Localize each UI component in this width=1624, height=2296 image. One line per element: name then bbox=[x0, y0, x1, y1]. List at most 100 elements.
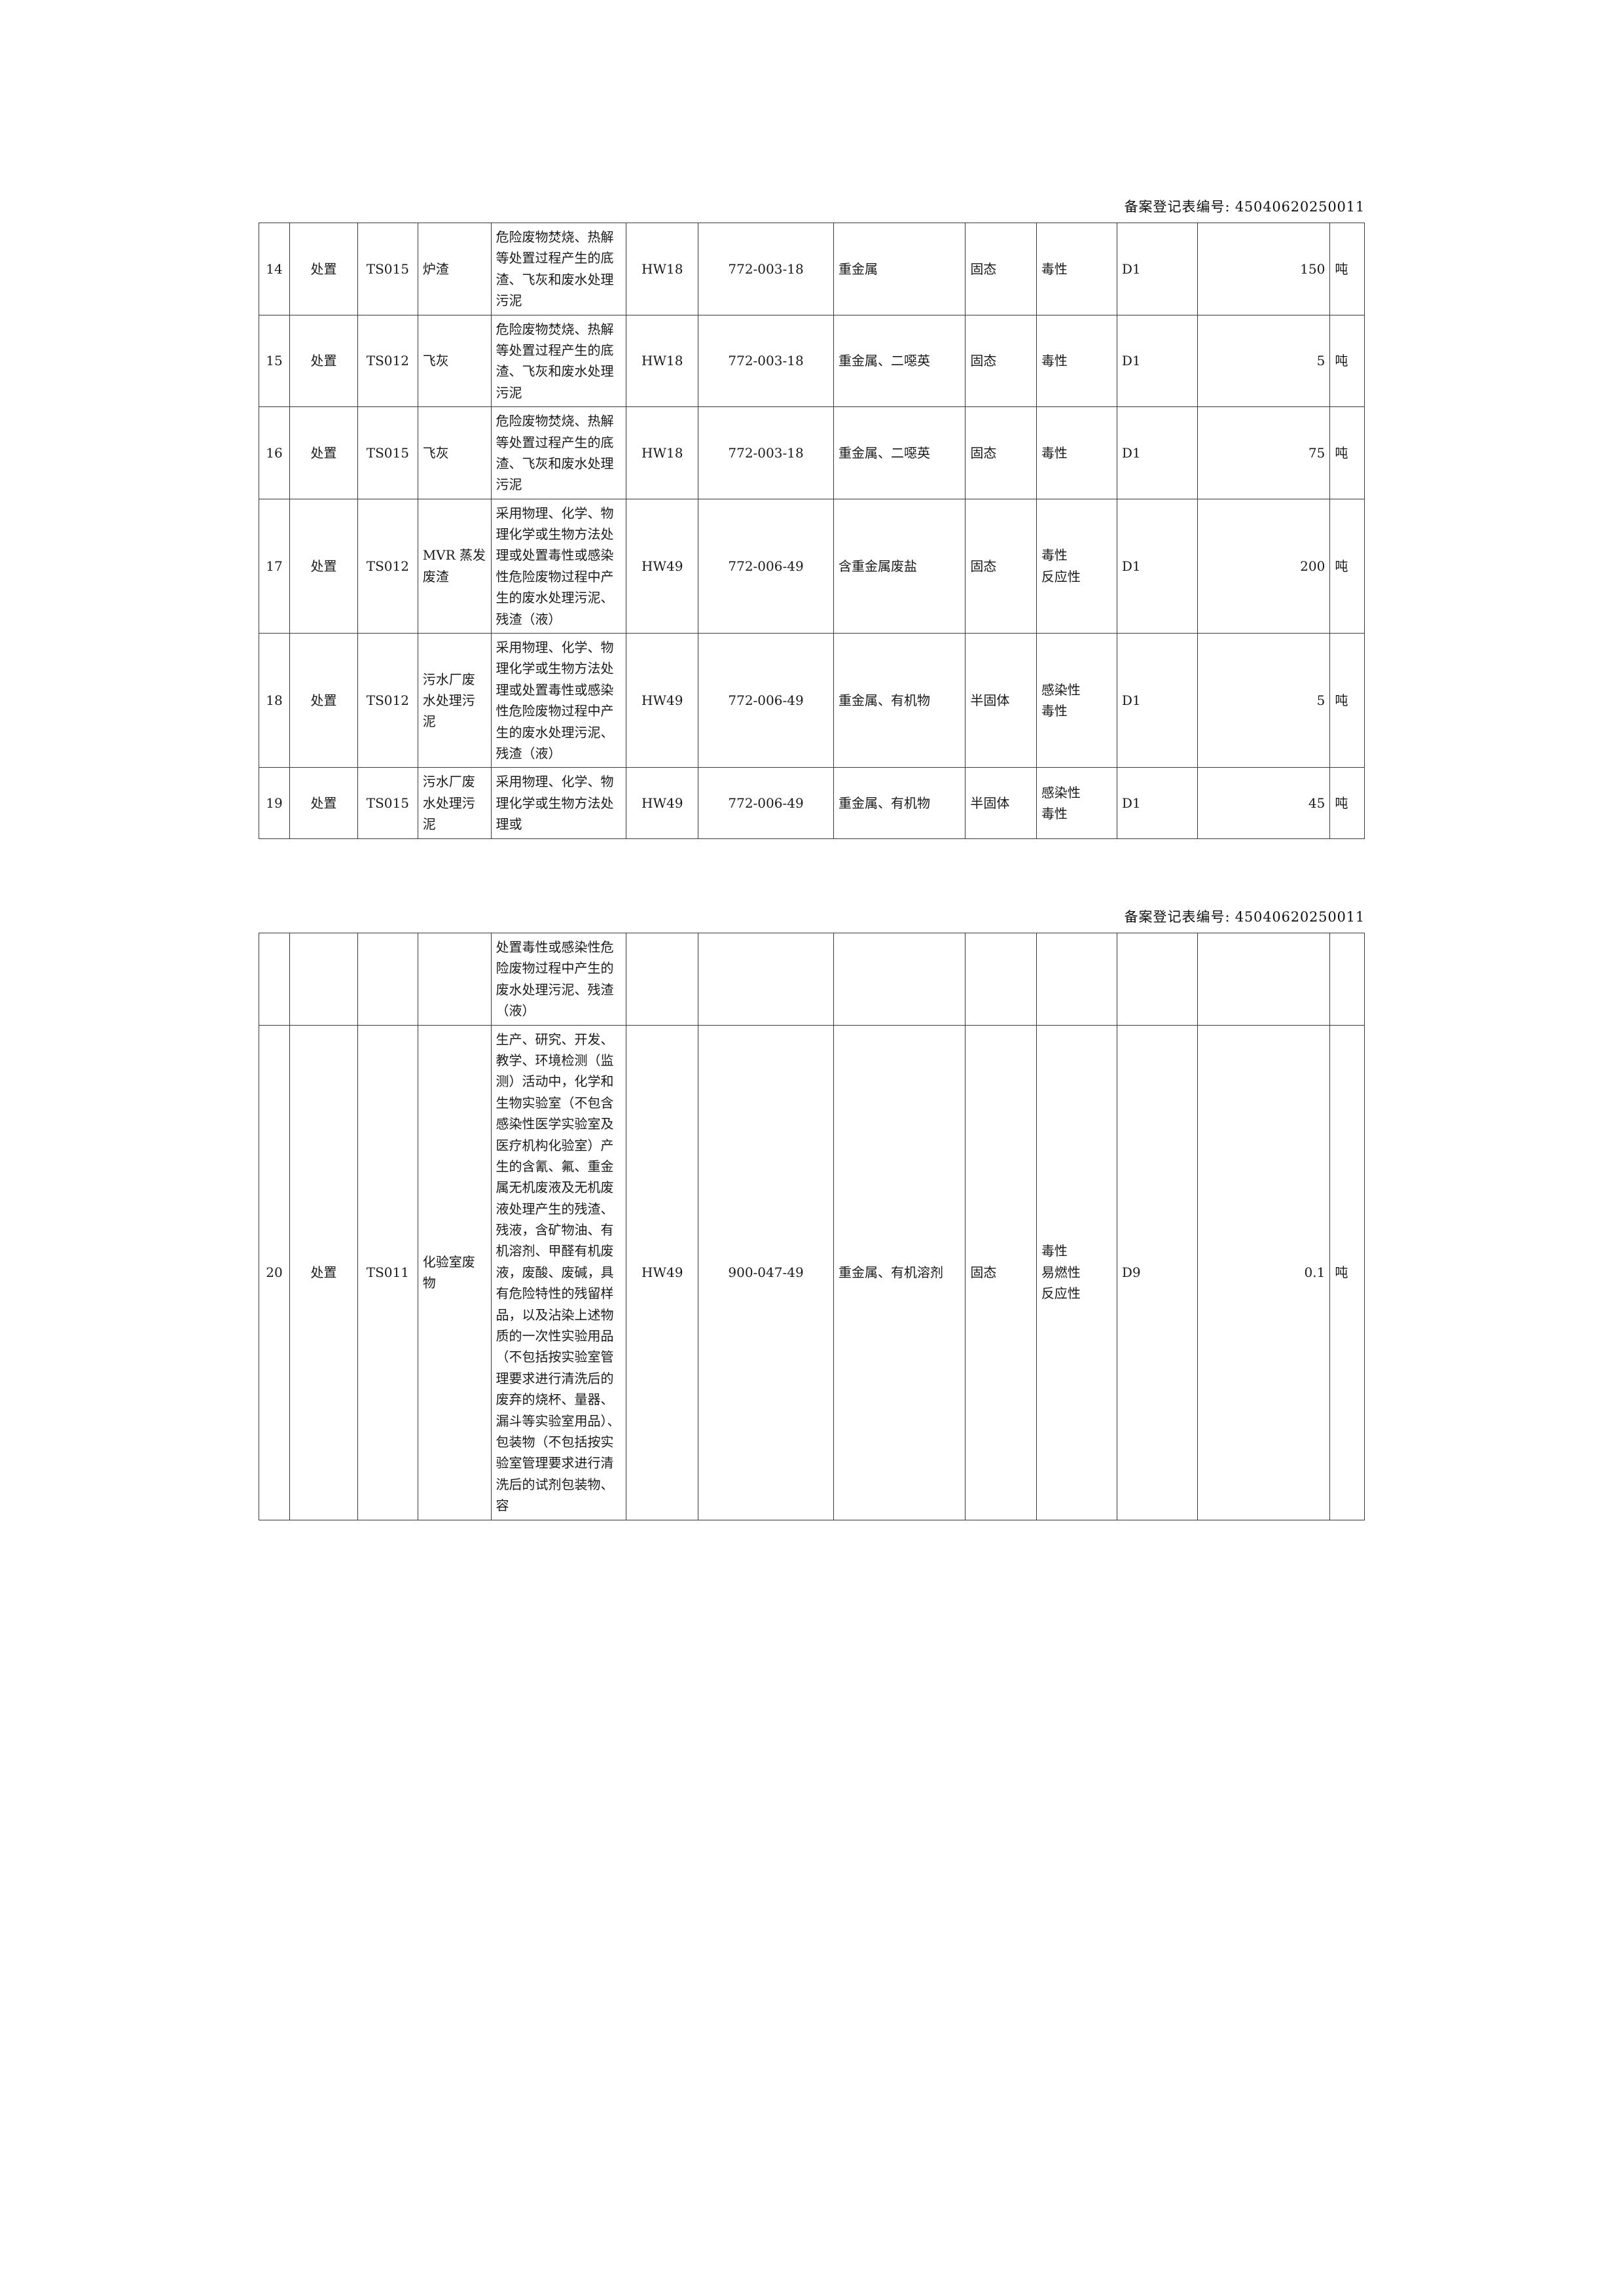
table-row: 14 处置 TS015 炉渣 危险废物焚烧、热解等处置过程产生的底渣、飞灰和废水… bbox=[259, 223, 1365, 315]
cell-quantity: 200 bbox=[1197, 498, 1331, 634]
cell-hazard: 感染性 毒性 bbox=[1036, 767, 1117, 839]
cell-hw-code: 772-003-18 bbox=[698, 406, 834, 499]
cell-name: 炉渣 bbox=[417, 223, 492, 315]
cell-unit: 吨 bbox=[1329, 633, 1365, 768]
cell-hw-code: 772-003-18 bbox=[698, 223, 834, 315]
cell-method: D1 bbox=[1116, 314, 1198, 408]
cell-type: 处置 bbox=[289, 1024, 358, 1520]
cell-hw-code bbox=[698, 933, 834, 1026]
cell-category: HW49 bbox=[626, 498, 699, 634]
cell-description: 采用物理、化学、物理化学或生物方法处理或 bbox=[490, 767, 627, 839]
cell-index: 19 bbox=[259, 767, 290, 839]
cell-unit: 吨 bbox=[1329, 223, 1365, 315]
cell-unit: 吨 bbox=[1329, 314, 1365, 408]
cell-quantity: 5 bbox=[1197, 314, 1331, 408]
cell-hw-code: 772-006-49 bbox=[698, 633, 834, 768]
cell-type: 处置 bbox=[289, 314, 358, 408]
cell-state: 固态 bbox=[965, 406, 1037, 499]
table-row: 15 处置 TS012 飞灰 危险废物焚烧、热解等处置过程产生的底渣、飞灰和废水… bbox=[259, 314, 1365, 408]
cell-index: 20 bbox=[259, 1024, 290, 1520]
cell-state: 固态 bbox=[965, 314, 1037, 408]
cell-composition: 重金属、二噁英 bbox=[833, 406, 966, 499]
cell-code bbox=[357, 933, 418, 1026]
cell-composition bbox=[833, 933, 966, 1026]
cell-description: 生产、研究、开发、教学、环境检测（监测）活动中，化学和生物实验室（不包含感染性医… bbox=[490, 1024, 627, 1520]
cell-index bbox=[259, 933, 290, 1026]
waste-table-page-one: 14 处置 TS015 炉渣 危险废物焚烧、热解等处置过程产生的底渣、飞灰和废水… bbox=[259, 223, 1365, 839]
registration-label: 备案登记表编号: bbox=[1124, 909, 1231, 925]
cell-state: 固态 bbox=[965, 1024, 1037, 1520]
cell-type: 处置 bbox=[289, 406, 358, 499]
cell-quantity: 5 bbox=[1197, 633, 1331, 768]
registration-header-one: 备案登记表编号: 45040620250011 bbox=[259, 196, 1365, 223]
cell-description: 危险废物焚烧、热解等处置过程产生的底渣、飞灰和废水处理污泥 bbox=[490, 314, 627, 408]
cell-category: HW18 bbox=[626, 314, 699, 408]
cell-method: D1 bbox=[1116, 633, 1198, 768]
cell-hazard bbox=[1036, 933, 1117, 1026]
cell-hazard: 毒性 bbox=[1036, 406, 1117, 499]
page-fragment-one: 备案登记表编号: 45040620250011 14 处置 TS015 炉渣 危… bbox=[259, 196, 1365, 839]
cell-type: 处置 bbox=[289, 498, 358, 634]
cell-hazard: 毒性 bbox=[1036, 223, 1117, 315]
cell-code: TS011 bbox=[357, 1024, 418, 1520]
cell-code: TS015 bbox=[357, 223, 418, 315]
cell-hw-code: 772-006-49 bbox=[698, 498, 834, 634]
cell-name: 污水厂废水处理污泥 bbox=[417, 633, 492, 768]
cell-quantity: 150 bbox=[1197, 223, 1331, 315]
cell-quantity: 75 bbox=[1197, 406, 1331, 499]
registration-header-two: 备案登记表编号: 45040620250011 bbox=[259, 906, 1365, 933]
cell-description: 采用物理、化学、物理化学或生物方法处理或处置毒性或感染性危险废物过程中产生的废水… bbox=[490, 498, 627, 634]
cell-hazard: 毒性 易燃性 反应性 bbox=[1036, 1024, 1117, 1520]
cell-description: 危险废物焚烧、热解等处置过程产生的底渣、飞灰和废水处理污泥 bbox=[490, 223, 627, 315]
cell-name: 飞灰 bbox=[417, 314, 492, 408]
cell-composition: 重金属、有机物 bbox=[833, 767, 966, 839]
cell-category: HW49 bbox=[626, 767, 699, 839]
table-row: 19 处置 TS015 污水厂废水处理污泥 采用物理、化学、物理化学或生物方法处… bbox=[259, 767, 1365, 839]
cell-index: 14 bbox=[259, 223, 290, 315]
waste-table-page-two: 处置毒性或感染性危险废物过程中产生的废水处理污泥、残渣（液） 20 处置 TS0… bbox=[259, 933, 1365, 1520]
cell-hazard: 感染性 毒性 bbox=[1036, 633, 1117, 768]
cell-category: HW18 bbox=[626, 223, 699, 315]
cell-method: D9 bbox=[1116, 1024, 1198, 1520]
cell-code: TS015 bbox=[357, 767, 418, 839]
cell-index: 15 bbox=[259, 314, 290, 408]
table-row: 20 处置 TS011 化验室废物 生产、研究、开发、教学、环境检测（监测）活动… bbox=[259, 1024, 1365, 1520]
cell-index: 16 bbox=[259, 406, 290, 499]
registration-label: 备案登记表编号: bbox=[1124, 199, 1231, 215]
cell-composition: 重金属 bbox=[833, 223, 966, 315]
cell-hw-code: 772-003-18 bbox=[698, 314, 834, 408]
cell-name: 化验室废物 bbox=[417, 1024, 492, 1520]
cell-composition: 重金属、有机溶剂 bbox=[833, 1024, 966, 1520]
cell-code: TS015 bbox=[357, 406, 418, 499]
cell-method: D1 bbox=[1116, 406, 1198, 499]
cell-name: MVR 蒸发废渣 bbox=[417, 498, 492, 634]
cell-type: 处置 bbox=[289, 633, 358, 768]
cell-composition: 重金属、有机物 bbox=[833, 633, 966, 768]
cell-name bbox=[417, 933, 492, 1026]
cell-composition: 重金属、二噁英 bbox=[833, 314, 966, 408]
cell-index: 18 bbox=[259, 633, 290, 768]
table-row: 18 处置 TS012 污水厂废水处理污泥 采用物理、化学、物理化学或生物方法处… bbox=[259, 633, 1365, 768]
cell-type: 处置 bbox=[289, 223, 358, 315]
cell-unit: 吨 bbox=[1329, 1024, 1365, 1520]
table-row: 16 处置 TS015 飞灰 危险废物焚烧、热解等处置过程产生的底渣、飞灰和废水… bbox=[259, 406, 1365, 499]
cell-hazard: 毒性 反应性 bbox=[1036, 498, 1117, 634]
cell-category: HW49 bbox=[626, 1024, 699, 1520]
cell-unit: 吨 bbox=[1329, 498, 1365, 634]
cell-code: TS012 bbox=[357, 633, 418, 768]
cell-index: 17 bbox=[259, 498, 290, 634]
cell-method: D1 bbox=[1116, 223, 1198, 315]
cell-category bbox=[626, 933, 699, 1026]
cell-description: 采用物理、化学、物理化学或生物方法处理或处置毒性或感染性危险废物过程中产生的废水… bbox=[490, 633, 627, 768]
cell-type bbox=[289, 933, 358, 1026]
cell-hw-code: 900-047-49 bbox=[698, 1024, 834, 1520]
cell-composition: 含重金属废盐 bbox=[833, 498, 966, 634]
cell-state: 固态 bbox=[965, 498, 1037, 634]
cell-quantity bbox=[1197, 933, 1331, 1026]
page-fragment-two: 备案登记表编号: 45040620250011 处置毒性或感染性危险废物过程中产… bbox=[259, 906, 1365, 1520]
cell-state bbox=[965, 933, 1037, 1026]
cell-method: D1 bbox=[1116, 767, 1198, 839]
table-row: 17 处置 TS012 MVR 蒸发废渣 采用物理、化学、物理化学或生物方法处理… bbox=[259, 498, 1365, 634]
cell-state: 半固体 bbox=[965, 633, 1037, 768]
